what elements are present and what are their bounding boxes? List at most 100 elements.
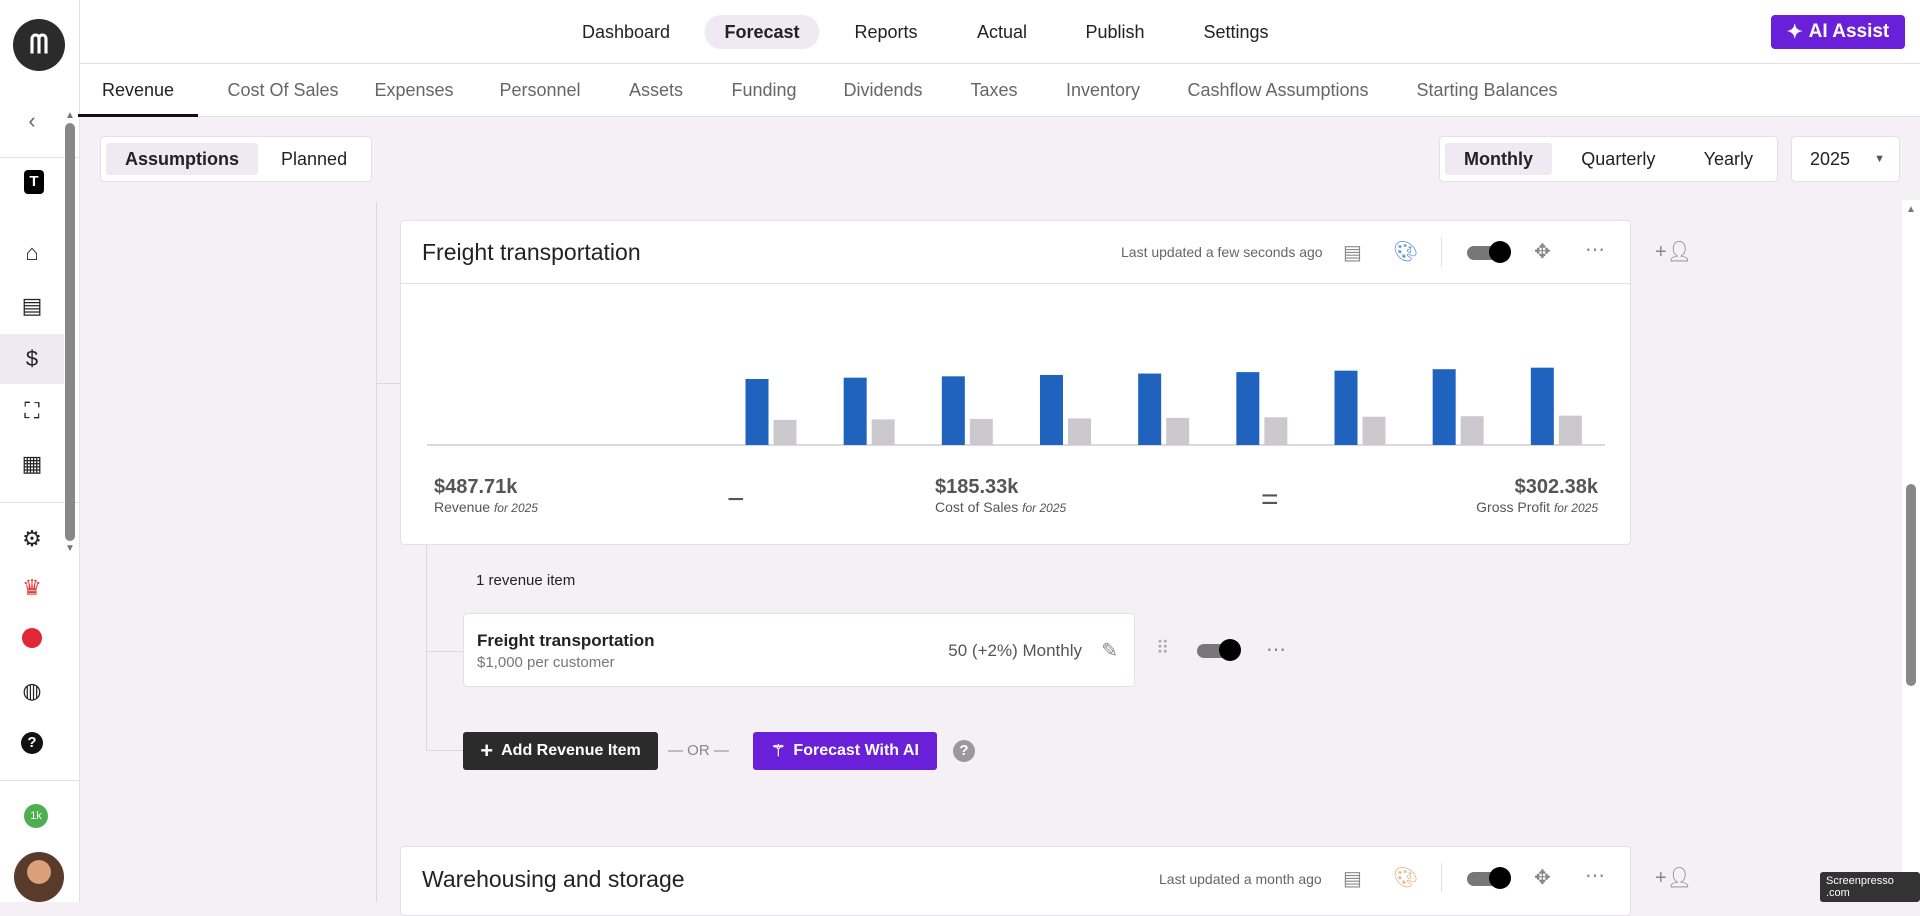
assumptions-option[interactable]: Assumptions bbox=[106, 143, 259, 175]
forecast-with-ai-label: Forecast With AI bbox=[793, 742, 919, 759]
cost-of-sales-label: Cost of Sales bbox=[935, 499, 1019, 515]
revenue-stream-card: Freight transportation Last updated a fe… bbox=[400, 220, 1631, 545]
tab-inventory[interactable]: Inventory bbox=[1065, 80, 1141, 100]
nav-forecast[interactable]: Forecast bbox=[704, 15, 820, 49]
magic-wand-icon: ⚚ bbox=[771, 743, 786, 760]
revenue-bar-dec bbox=[1530, 367, 1554, 445]
move-icon[interactable]: ✥ bbox=[1534, 241, 1551, 263]
app-logo[interactable]: ᗰ bbox=[13, 19, 65, 71]
revenue-item[interactable]: Freight transportation $1,000 per custom… bbox=[463, 613, 1135, 687]
content-scrollbar[interactable]: ▲ bbox=[1902, 200, 1920, 902]
ai-assist-button[interactable]: ✦ AI Assist bbox=[1771, 15, 1905, 49]
palette-icon[interactable]: 🎨︎ bbox=[1393, 867, 1419, 889]
nav-reports[interactable]: Reports bbox=[854, 22, 918, 42]
cost-of-sales-summary: $185.33k Cost of Sales for 2025 bbox=[935, 476, 1066, 515]
card-title: Freight transportation bbox=[422, 239, 641, 265]
nav-settings[interactable]: Settings bbox=[1203, 22, 1269, 42]
dashboard-icon[interactable]: ▦ bbox=[21, 451, 43, 476]
comment-icon[interactable]: ▤ bbox=[1343, 868, 1362, 890]
home-icon[interactable]: ⌂ bbox=[25, 240, 39, 265]
cost-of-sales-bar-jul bbox=[1068, 418, 1091, 445]
caret-down-icon: ▼ bbox=[1874, 153, 1885, 165]
cost-of-sales-bar-aug bbox=[1166, 417, 1190, 445]
avatar[interactable] bbox=[14, 852, 64, 902]
cost-of-sales-bar-jun bbox=[969, 418, 993, 445]
tab-cost-of-sales[interactable]: Cost Of Sales bbox=[227, 80, 339, 100]
tab-assets[interactable]: Assets bbox=[628, 80, 684, 100]
palette-icon[interactable]: 🎨︎ bbox=[1393, 241, 1419, 263]
revenue-chart bbox=[427, 367, 1605, 446]
comment-icon[interactable]: ▤ bbox=[1343, 242, 1362, 264]
revenue-bar-jul bbox=[1040, 374, 1063, 445]
revenue-bar-jun bbox=[941, 376, 965, 445]
period-label: for 2025 bbox=[1553, 501, 1598, 515]
quarterly-option[interactable]: Quarterly bbox=[1581, 149, 1656, 169]
revenue-item-count: 1 revenue item bbox=[476, 572, 576, 589]
gross-profit-total: $302.38k bbox=[1514, 476, 1598, 498]
enable-toggle[interactable] bbox=[1467, 867, 1511, 889]
cost-of-sales-bar-sep bbox=[1264, 417, 1288, 445]
add-user-icon[interactable]: +👤︎ bbox=[1655, 241, 1693, 263]
tab-dividends[interactable]: Dividends bbox=[843, 80, 923, 100]
year-select[interactable]: 2025 ▼ bbox=[1791, 136, 1900, 182]
more-icon[interactable]: ⋯ bbox=[1585, 239, 1605, 261]
gross-profit-label: Gross Profit bbox=[1476, 499, 1551, 515]
workspace-badge[interactable]: T bbox=[24, 170, 44, 194]
nav-actual[interactable]: Actual bbox=[976, 22, 1028, 42]
tab-taxes[interactable]: Taxes bbox=[970, 80, 1018, 100]
yearly-option[interactable]: Yearly bbox=[1703, 149, 1753, 169]
tab-funding[interactable]: Funding bbox=[731, 80, 797, 100]
crown-icon[interactable]: ♛ bbox=[22, 575, 42, 600]
period-label: for 2025 bbox=[493, 501, 538, 515]
watermark: Screenpresso .com bbox=[1820, 872, 1920, 902]
more-icon[interactable]: ⋯ bbox=[1585, 865, 1605, 887]
cost-of-sales-bar-oct bbox=[1362, 416, 1386, 445]
credits-badge[interactable]: 1k bbox=[24, 804, 48, 828]
globe-icon[interactable]: ◍ bbox=[22, 678, 42, 703]
item-more-icon[interactable]: ⋯ bbox=[1266, 639, 1286, 661]
item-enable-toggle[interactable] bbox=[1197, 639, 1241, 661]
monthly-option[interactable]: Monthly bbox=[1445, 143, 1552, 175]
record-icon[interactable] bbox=[0, 618, 64, 658]
tab-cashflow-assumptions[interactable]: Cashflow Assumptions bbox=[1187, 80, 1369, 100]
planned-option[interactable]: Planned bbox=[281, 149, 348, 169]
cost-of-sales-bar-apr bbox=[773, 419, 797, 445]
presentation-icon[interactable]: ⛶ bbox=[24, 398, 40, 423]
sidebar: ᗰ ‹ T ⌂ ▤ $ ⛶ ▦ ⚙ ♛ ◍ ? 1k ▲ ▼ bbox=[0, 0, 80, 902]
enable-toggle[interactable] bbox=[1467, 241, 1511, 263]
clipboard-dollar-icon[interactable]: $ bbox=[0, 334, 64, 384]
sidebar-scrollbar[interactable]: ▲ ▼ bbox=[65, 110, 75, 554]
cost-of-sales-bar-dec bbox=[1558, 415, 1582, 445]
ai-assist-label: AI Assist bbox=[1808, 21, 1890, 42]
add-user-icon[interactable]: +👤︎ bbox=[1655, 867, 1693, 889]
drag-handle-icon[interactable]: ⠿ bbox=[1156, 638, 1169, 658]
gear-icon[interactable]: ⚙ bbox=[22, 526, 42, 551]
collapse-chevron-icon[interactable]: ‹ bbox=[28, 108, 36, 133]
sparkle-icon: ✦ bbox=[1786, 21, 1803, 43]
revenue-bar-apr bbox=[745, 379, 769, 445]
plus-icon: + bbox=[480, 738, 494, 763]
revenue-stream-card: Warehousing and storage Last updated a m… bbox=[400, 846, 1631, 916]
help-icon[interactable]: ? bbox=[953, 740, 975, 762]
period-toggle: Monthly Quarterly Yearly bbox=[1439, 136, 1778, 182]
document-icon[interactable]: ▤ bbox=[21, 293, 43, 318]
item-value: 50 (+2%) Monthly bbox=[948, 641, 1082, 660]
move-icon[interactable]: ✥ bbox=[1534, 867, 1551, 889]
nav-publish[interactable]: Publish bbox=[1085, 22, 1145, 42]
tab-revenue[interactable]: Revenue bbox=[77, 64, 199, 117]
revenue-summary: $487.71k Revenue for 2025 bbox=[434, 476, 538, 515]
add-revenue-item-button[interactable]: + Add Revenue Item bbox=[463, 732, 658, 770]
tab-personnel[interactable]: Personnel bbox=[499, 80, 581, 100]
tab-starting-balances[interactable]: Starting Balances bbox=[1416, 80, 1558, 100]
nav-dashboard[interactable]: Dashboard bbox=[581, 22, 671, 42]
forecast-with-ai-button[interactable]: ⚚ Forecast With AI bbox=[753, 732, 937, 770]
item-detail: $1,000 per customer bbox=[477, 654, 615, 671]
help-icon[interactable]: ? bbox=[0, 723, 64, 763]
or-label: OR bbox=[687, 742, 710, 759]
minus-sign: − bbox=[727, 483, 745, 516]
tab-expenses[interactable]: Expenses bbox=[374, 80, 454, 100]
edit-pencil-icon[interactable]: ✎ bbox=[1101, 640, 1118, 662]
last-updated: Last updated a month ago bbox=[1159, 871, 1322, 887]
period-label: for 2025 bbox=[1022, 501, 1067, 515]
scrollbar-thumb[interactable] bbox=[1906, 484, 1916, 686]
